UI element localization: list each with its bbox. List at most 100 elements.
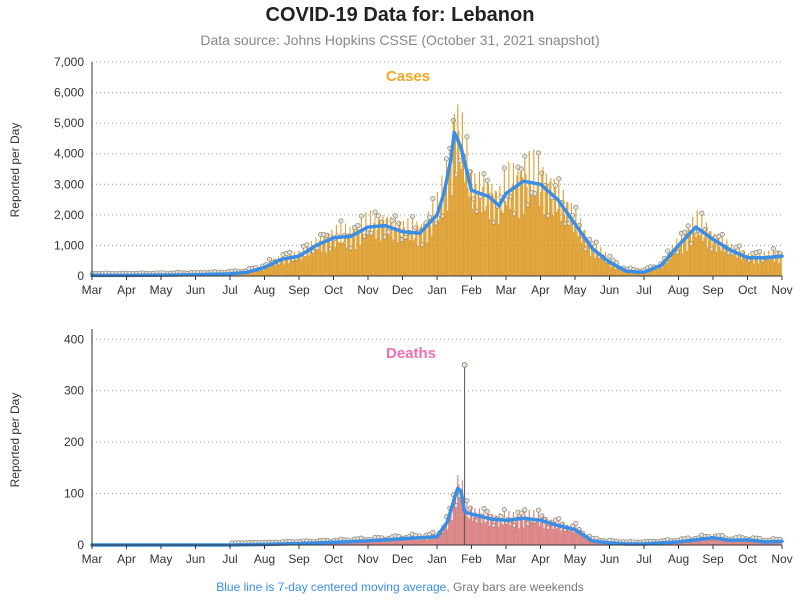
cases-daily-bar [368, 229, 370, 277]
deaths-daily-bar [540, 522, 542, 546]
cases-daily-bar [360, 217, 362, 277]
deaths-daily-bar [510, 522, 512, 546]
cases-daily-bar [447, 210, 449, 277]
deaths-x-tick-label: Apr [117, 552, 136, 566]
cases-daily-point [375, 213, 381, 219]
deaths-daily-point [573, 520, 579, 526]
cases-daily-bar [504, 201, 506, 277]
cases-daily-bar [697, 232, 699, 277]
cases-daily-bar [398, 225, 400, 277]
cases-daily-bar [585, 250, 587, 277]
cases-daily-bar [531, 194, 533, 277]
cases-daily-bar [463, 158, 464, 277]
cases-daily-point [535, 150, 541, 156]
cases-daily-bar [254, 272, 256, 277]
cases-daily-bar [605, 263, 607, 277]
cases-daily-bar [274, 265, 276, 277]
deaths-daily-bar [492, 517, 494, 546]
cases-daily-bar [725, 249, 727, 277]
cases-x-tick-label: Jan [427, 283, 446, 297]
cases-daily-bar [719, 246, 721, 277]
deaths-x-tick-label: Dec [392, 552, 413, 566]
cases-daily-bar [283, 264, 285, 277]
cases-daily-bar [291, 259, 293, 277]
cases-daily-bar [498, 224, 500, 277]
deaths-daily-point [535, 507, 541, 513]
cases-daily-bar [472, 208, 474, 277]
cases-daily-bar [508, 162, 510, 277]
cases-daily-bar [561, 204, 563, 277]
deaths-daily-bar [380, 541, 382, 546]
cases-daily-bar [742, 254, 744, 277]
cases-daily-point [457, 158, 463, 164]
cases-daily-bar [493, 224, 495, 277]
deaths-daily-bar [585, 539, 587, 546]
cases-daily-bar [481, 211, 483, 277]
cases-daily-bar [534, 195, 536, 277]
cases-daily-bar [507, 197, 509, 277]
cases-daily-point [430, 196, 436, 202]
cases-daily-bar [374, 213, 376, 277]
cases-daily-point [556, 176, 562, 182]
cases-daily-bar [418, 233, 420, 277]
cases-daily-bar [490, 197, 492, 277]
cases-daily-bar [721, 236, 723, 277]
cases-daily-bar [666, 262, 668, 277]
deaths-daily-bar [459, 497, 461, 546]
deaths-y-tick-label: 200 [64, 435, 84, 449]
cases-daily-bar [573, 232, 575, 277]
cases-daily-point [522, 153, 528, 159]
cases-daily-bar [435, 224, 437, 277]
cases-daily-bar [350, 250, 352, 277]
deaths-daily-bar [477, 516, 479, 546]
cases-daily-bar [308, 255, 310, 277]
deaths-daily-bar [456, 507, 458, 546]
cases-daily-bar [705, 222, 707, 277]
deaths-daily-bar [537, 512, 539, 546]
cases-daily-bar [728, 254, 730, 277]
deaths-daily-bar [466, 502, 468, 546]
cases-daily-bar [540, 192, 542, 277]
cases-daily-bar [511, 185, 513, 277]
cases-daily-bar [610, 266, 612, 277]
cases-daily-bar [402, 221, 404, 277]
cases-x-tick-label: Jun [186, 283, 205, 297]
cases-daily-bar [539, 206, 541, 277]
deaths-daily-bar [534, 522, 536, 546]
cases-daily-bar [665, 262, 667, 277]
cases-daily-bar [430, 225, 432, 277]
deaths-daily-bar [482, 514, 484, 546]
cases-daily-point [355, 223, 361, 229]
deaths-daily-bar [401, 540, 403, 546]
cases-moving-average-line [90, 130, 784, 278]
cases-daily-bar [661, 267, 663, 277]
cases-daily-bar [432, 200, 434, 277]
cases-daily-bar [779, 255, 781, 277]
cases-daily-bar [396, 229, 398, 277]
deaths-daily-bar [565, 531, 567, 546]
cases-daily-bar [527, 207, 529, 277]
cases-x-tick-label: Mar [496, 283, 517, 297]
deaths-daily-bar [447, 529, 449, 546]
cases-daily-bar [763, 251, 765, 277]
cases-x-tick-label: Apr [531, 283, 550, 297]
deaths-panel: 0 100 200 300 400 Mar Apr May Jun Jul Aug Sep Oct Nov… [8, 329, 793, 566]
cases-daily-bar [529, 183, 531, 277]
cases-daily-bar [536, 184, 538, 277]
cases-daily-bar [297, 257, 299, 277]
cases-daily-point [484, 177, 490, 183]
cases-daily-bar [741, 259, 743, 277]
deaths-daily-point [464, 498, 470, 504]
cases-daily-bar [733, 255, 735, 277]
deaths-x-tick-label: Sep [288, 552, 310, 566]
cases-daily-bar [694, 232, 696, 277]
deaths-daily-bar [548, 529, 550, 546]
deaths-daily-bar [460, 499, 462, 546]
cases-daily-point [501, 165, 507, 171]
cases-daily-bar [476, 213, 478, 277]
cases-daily-bar [401, 241, 403, 277]
cases-daily-bar [366, 230, 368, 277]
cases-daily-bar [526, 187, 528, 277]
cases-daily-bar [480, 198, 482, 277]
